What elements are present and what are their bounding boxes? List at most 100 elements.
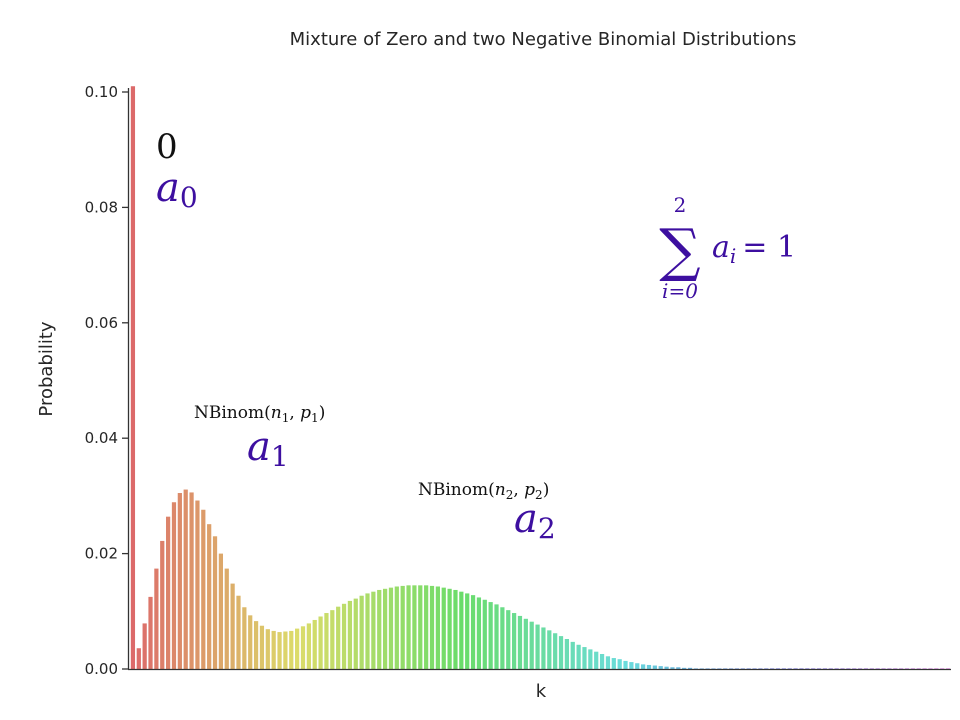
bar-k-71 xyxy=(547,630,552,669)
bar-k-42 xyxy=(377,589,382,669)
bar-k-44 xyxy=(388,587,394,669)
bar-k-12 xyxy=(201,509,206,669)
bar-k-19 xyxy=(242,607,247,669)
bar-k-32 xyxy=(318,616,323,669)
bar-k-31 xyxy=(312,619,317,669)
bar-k-139 xyxy=(945,668,951,669)
bar-k-131 xyxy=(899,668,904,669)
nbinom2-label: NBinom(n2, p2) xyxy=(418,480,549,502)
bar-k-77 xyxy=(582,647,587,669)
bar-k-70 xyxy=(541,627,546,669)
bar-k-29 xyxy=(300,626,306,669)
bar-k-135 xyxy=(922,668,927,669)
bar-k-120 xyxy=(834,668,839,669)
bar-k-105 xyxy=(746,668,751,669)
bar-k-74 xyxy=(564,639,569,669)
bar-k-118 xyxy=(822,668,828,669)
bar-k-134 xyxy=(916,668,921,669)
y-tick-label: 0.04 xyxy=(85,429,118,447)
y-tick-label: 0.00 xyxy=(85,660,118,678)
bar-k-2 xyxy=(142,623,147,669)
bar-k-11 xyxy=(195,500,200,669)
bar-k-97 xyxy=(699,668,704,669)
bar-k-53 xyxy=(441,587,446,669)
bar-k-7 xyxy=(171,502,177,669)
bar-k-109 xyxy=(770,668,775,669)
bar-k-104 xyxy=(740,668,745,669)
bar-k-21 xyxy=(253,621,259,669)
bar-k-75 xyxy=(570,641,575,669)
bar-k-76 xyxy=(576,644,581,669)
bar-k-46 xyxy=(400,585,405,669)
bar-k-99 xyxy=(711,668,716,669)
bar-k-101 xyxy=(723,668,728,669)
bar-k-39 xyxy=(359,595,364,669)
bar-k-125 xyxy=(863,668,869,669)
bar-k-5 xyxy=(160,540,165,669)
bar-k-51 xyxy=(429,585,435,669)
bar-k-22 xyxy=(259,625,265,669)
y-tick-label: 0.06 xyxy=(85,314,118,332)
bar-series xyxy=(130,86,951,670)
y-tick-label: 0.08 xyxy=(85,198,118,216)
bar-k-36 xyxy=(341,603,347,669)
bar-k-59 xyxy=(476,597,482,669)
bar-k-37 xyxy=(347,600,353,669)
bar-k-35 xyxy=(336,606,341,669)
bar-k-84 xyxy=(623,660,628,669)
bar-k-127 xyxy=(875,668,880,669)
bar-k-113 xyxy=(793,668,798,669)
bar-k-1 xyxy=(136,648,141,669)
bar-k-38 xyxy=(353,598,358,669)
bar-k-129 xyxy=(887,668,892,669)
bar-k-72 xyxy=(553,633,558,669)
bar-k-40 xyxy=(365,593,370,669)
bar-k-57 xyxy=(465,593,470,669)
bar-k-93 xyxy=(676,667,681,669)
bar-k-27 xyxy=(289,630,294,669)
bar-k-83 xyxy=(617,659,622,669)
bar-k-124 xyxy=(857,668,863,669)
bar-k-128 xyxy=(881,668,886,669)
bar-k-86 xyxy=(635,663,640,669)
bar-k-89 xyxy=(652,665,657,669)
bar-k-62 xyxy=(494,604,499,669)
bar-k-102 xyxy=(728,668,734,669)
bar-k-10 xyxy=(189,492,194,669)
bar-k-73 xyxy=(558,636,564,669)
bar-k-45 xyxy=(394,586,399,669)
bar-k-63 xyxy=(500,607,505,669)
sum-upper-limit: 2 xyxy=(674,193,687,217)
chart-title: Mixture of Zero and two Negative Binomia… xyxy=(290,29,797,50)
bar-k-8 xyxy=(177,493,182,669)
bar-k-54 xyxy=(447,588,452,669)
bar-k-82 xyxy=(611,658,616,669)
bar-k-68 xyxy=(529,621,534,669)
sum-term: ai = 1 xyxy=(712,230,796,268)
bar-k-4 xyxy=(154,568,159,669)
bar-k-55 xyxy=(453,589,458,669)
bar-k-17 xyxy=(230,583,235,669)
bar-k-108 xyxy=(764,668,769,669)
sum-sigma-icon: ∑ xyxy=(659,216,700,284)
y-tick-label: 0.10 xyxy=(85,83,118,101)
sum-lower-limit: i=0 xyxy=(662,279,698,303)
bar-k-0 xyxy=(130,86,136,670)
bar-k-3 xyxy=(148,596,153,670)
bar-k-88 xyxy=(646,664,652,669)
bar-k-96 xyxy=(693,668,699,669)
bar-k-119 xyxy=(828,668,833,669)
bar-k-65 xyxy=(512,613,517,669)
bar-k-66 xyxy=(517,615,523,669)
zero-label: 0 xyxy=(156,127,178,167)
bar-k-123 xyxy=(852,668,857,669)
bar-k-16 xyxy=(224,568,229,669)
bar-k-79 xyxy=(594,651,599,669)
bar-k-60 xyxy=(482,599,487,669)
bar-k-114 xyxy=(799,668,804,669)
bar-k-50 xyxy=(424,585,429,669)
bar-k-28 xyxy=(295,628,300,669)
bar-k-6 xyxy=(166,516,171,669)
bar-k-132 xyxy=(904,668,910,669)
bar-k-67 xyxy=(523,618,528,669)
